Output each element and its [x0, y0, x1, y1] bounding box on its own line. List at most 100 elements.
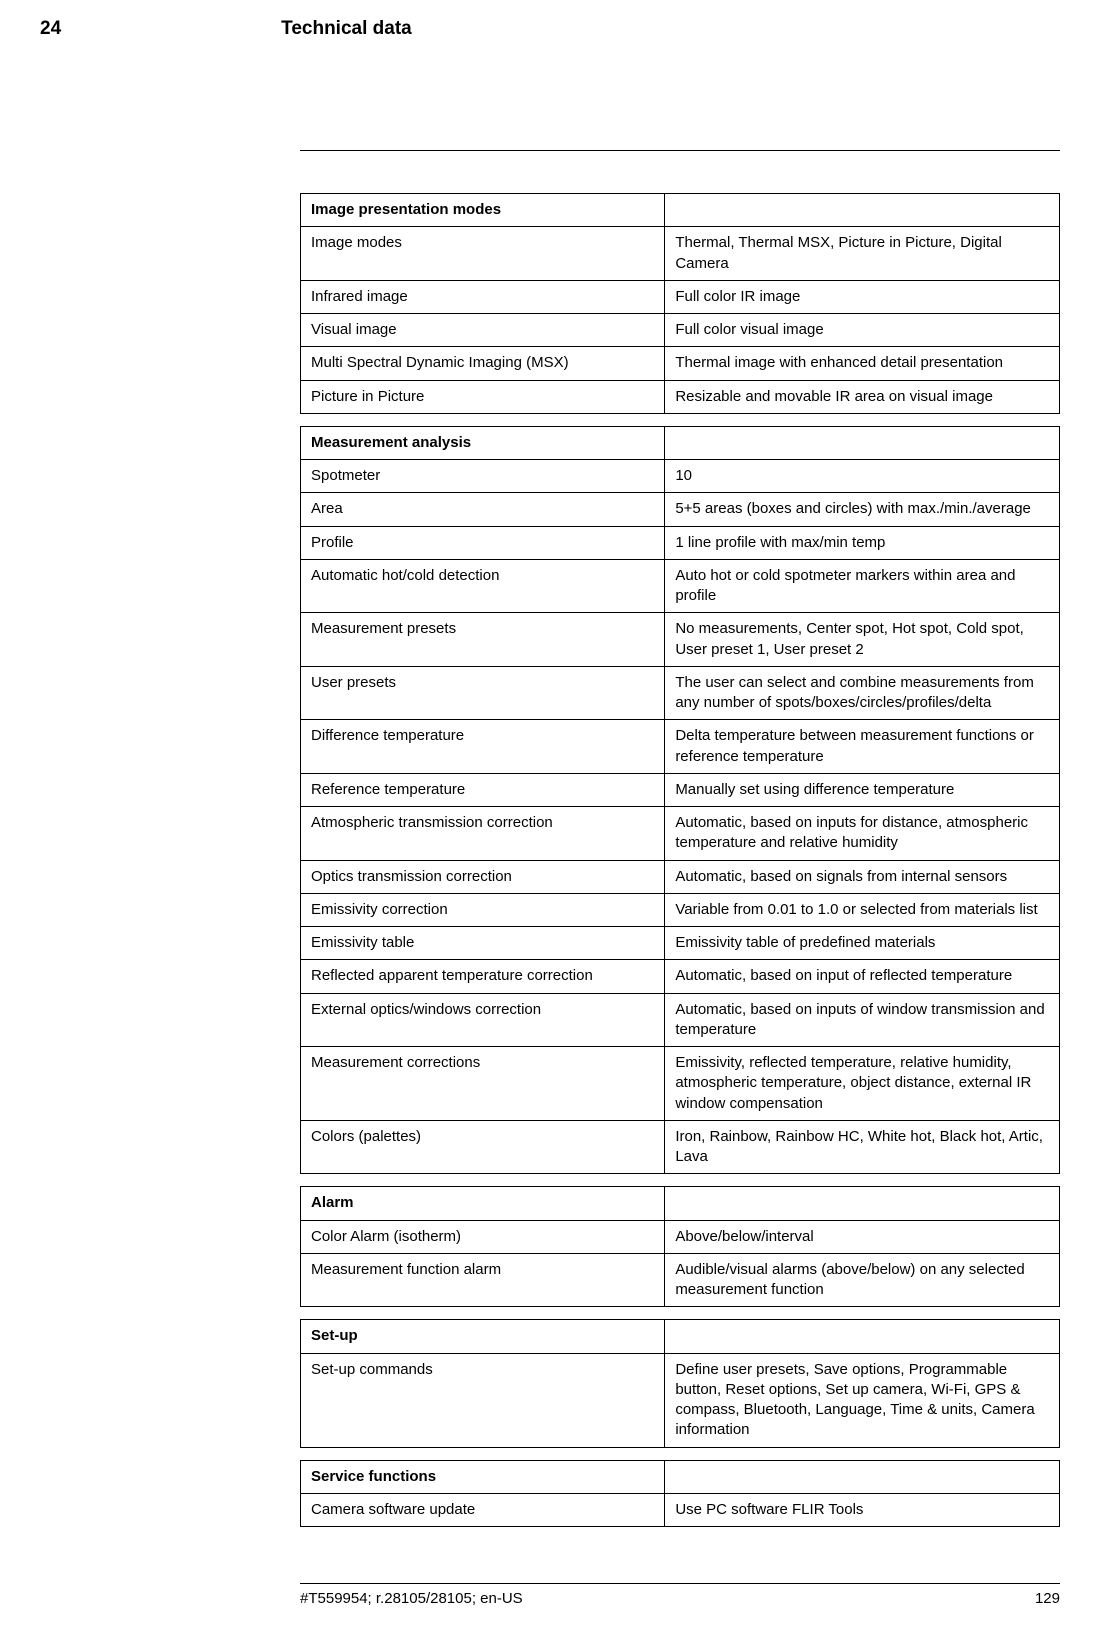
spec-table: Set-upSet-up commandsDefine user presets… — [300, 1319, 1060, 1447]
footer-page-number: 129 — [1035, 1590, 1060, 1607]
spec-value: Resizable and movable IR area on visual … — [665, 380, 1060, 413]
table-row: Color Alarm (isotherm)Above/below/interv… — [301, 1220, 1060, 1253]
spec-value: Full color IR image — [665, 280, 1060, 313]
table-heading-empty — [665, 426, 1060, 459]
table-row: Emissivity tableEmissivity table of pred… — [301, 927, 1060, 960]
spec-table: Service functionsCamera software updateU… — [300, 1460, 1060, 1528]
table-heading: Alarm — [301, 1187, 665, 1220]
table-heading-row: Service functions — [301, 1460, 1060, 1493]
spec-label: Emissivity correction — [301, 893, 665, 926]
spec-value: Thermal, Thermal MSX, Picture in Picture… — [665, 227, 1060, 281]
table-row: Multi Spectral Dynamic Imaging (MSX)Ther… — [301, 347, 1060, 380]
spec-label: User presets — [301, 666, 665, 720]
table-heading: Set-up — [301, 1320, 665, 1353]
chapter-number: 24 — [40, 18, 61, 40]
spec-label: Atmospheric transmission correction — [301, 807, 665, 861]
spec-value: Thermal image with enhanced detail prese… — [665, 347, 1060, 380]
spec-value: Delta temperature between measurement fu… — [665, 720, 1060, 774]
spec-value: Automatic, based on inputs of window tra… — [665, 993, 1060, 1047]
table-row: Measurement function alarmAudible/visual… — [301, 1253, 1060, 1307]
spec-label: Profile — [301, 526, 665, 559]
tables-container: Image presentation modesImage modesTherm… — [300, 193, 1060, 1527]
table-heading: Image presentation modes — [301, 194, 665, 227]
spec-value: 10 — [665, 460, 1060, 493]
spec-value: Above/below/interval — [665, 1220, 1060, 1253]
table-heading-empty — [665, 1320, 1060, 1353]
spec-value: Auto hot or cold spotmeter markers withi… — [665, 559, 1060, 613]
spec-table: Measurement analysisSpotmeter10Area5+5 a… — [300, 426, 1060, 1175]
footer-doc-id: #T559954; r.28105/28105; en-US — [300, 1590, 523, 1607]
table-row: Visual imageFull color visual image — [301, 314, 1060, 347]
spec-value: Emissivity, reflected temperature, relat… — [665, 1047, 1060, 1121]
spec-label: Optics transmission correction — [301, 860, 665, 893]
table-row: Measurement correctionsEmissivity, refle… — [301, 1047, 1060, 1121]
spec-label: Infrared image — [301, 280, 665, 313]
table-heading-empty — [665, 194, 1060, 227]
spec-label: Spotmeter — [301, 460, 665, 493]
table-row: Measurement presetsNo measurements, Cent… — [301, 613, 1060, 667]
table-row: Spotmeter10 — [301, 460, 1060, 493]
spec-label: Measurement presets — [301, 613, 665, 667]
spec-value: Manually set using difference temperatur… — [665, 773, 1060, 806]
spec-label: External optics/windows correction — [301, 993, 665, 1047]
table-row: Camera software updateUse PC software FL… — [301, 1493, 1060, 1526]
table-row: Difference temperatureDelta temperature … — [301, 720, 1060, 774]
table-heading-row: Image presentation modes — [301, 194, 1060, 227]
table-row: User presetsThe user can select and comb… — [301, 666, 1060, 720]
table-heading: Measurement analysis — [301, 426, 665, 459]
spec-value: Variable from 0.01 to 1.0 or selected fr… — [665, 893, 1060, 926]
spec-value: Automatic, based on signals from interna… — [665, 860, 1060, 893]
page-footer: #T559954; r.28105/28105; en-US 129 — [300, 1583, 1060, 1607]
table-row: Colors (palettes)Iron, Rainbow, Rainbow … — [301, 1120, 1060, 1174]
spec-label: Emissivity table — [301, 927, 665, 960]
spec-value: No measurements, Center spot, Hot spot, … — [665, 613, 1060, 667]
spec-label: Reference temperature — [301, 773, 665, 806]
spec-label: Visual image — [301, 314, 665, 347]
spec-label: Measurement corrections — [301, 1047, 665, 1121]
content-area: Image presentation modesImage modesTherm… — [300, 150, 1060, 1527]
spec-value: Define user presets, Save options, Progr… — [665, 1353, 1060, 1447]
spec-table: AlarmColor Alarm (isotherm)Above/below/i… — [300, 1186, 1060, 1307]
table-heading-empty — [665, 1460, 1060, 1493]
page-header: 24 Technical data — [0, 0, 1096, 40]
table-row: Reflected apparent temperature correctio… — [301, 960, 1060, 993]
table-row: Atmospheric transmission correctionAutom… — [301, 807, 1060, 861]
table-heading-row: Set-up — [301, 1320, 1060, 1353]
table-row: Optics transmission correctionAutomatic,… — [301, 860, 1060, 893]
spec-value: Automatic, based on inputs for distance,… — [665, 807, 1060, 861]
spec-label: Picture in Picture — [301, 380, 665, 413]
spec-value: Use PC software FLIR Tools — [665, 1493, 1060, 1526]
spec-table: Image presentation modesImage modesTherm… — [300, 193, 1060, 414]
spec-label: Multi Spectral Dynamic Imaging (MSX) — [301, 347, 665, 380]
table-row: Area5+5 areas (boxes and circles) with m… — [301, 493, 1060, 526]
spec-label: Reflected apparent temperature correctio… — [301, 960, 665, 993]
table-row: Infrared imageFull color IR image — [301, 280, 1060, 313]
spec-value: The user can select and combine measurem… — [665, 666, 1060, 720]
table-heading-row: Alarm — [301, 1187, 1060, 1220]
spec-label: Set-up commands — [301, 1353, 665, 1447]
spec-value: 5+5 areas (boxes and circles) with max./… — [665, 493, 1060, 526]
spec-label: Color Alarm (isotherm) — [301, 1220, 665, 1253]
spec-label: Difference temperature — [301, 720, 665, 774]
table-heading: Service functions — [301, 1460, 665, 1493]
table-row: Profile1 line profile with max/min temp — [301, 526, 1060, 559]
spec-value: Emissivity table of predefined materials — [665, 927, 1060, 960]
table-row: Set-up commandsDefine user presets, Save… — [301, 1353, 1060, 1447]
table-row: Picture in PictureResizable and movable … — [301, 380, 1060, 413]
spec-label: Image modes — [301, 227, 665, 281]
table-row: Automatic hot/cold detectionAuto hot or … — [301, 559, 1060, 613]
spec-label: Automatic hot/cold detection — [301, 559, 665, 613]
table-row: External optics/windows correctionAutoma… — [301, 993, 1060, 1047]
spec-value: Iron, Rainbow, Rainbow HC, White hot, Bl… — [665, 1120, 1060, 1174]
chapter-title: Technical data — [281, 18, 412, 40]
spec-label: Measurement function alarm — [301, 1253, 665, 1307]
table-row: Emissivity correctionVariable from 0.01 … — [301, 893, 1060, 926]
table-row: Reference temperatureManually set using … — [301, 773, 1060, 806]
spec-label: Colors (palettes) — [301, 1120, 665, 1174]
divider-top — [300, 150, 1060, 151]
spec-label: Area — [301, 493, 665, 526]
spec-value: Automatic, based on input of reflected t… — [665, 960, 1060, 993]
table-heading-empty — [665, 1187, 1060, 1220]
table-row: Image modesThermal, Thermal MSX, Picture… — [301, 227, 1060, 281]
spec-value: Audible/visual alarms (above/below) on a… — [665, 1253, 1060, 1307]
